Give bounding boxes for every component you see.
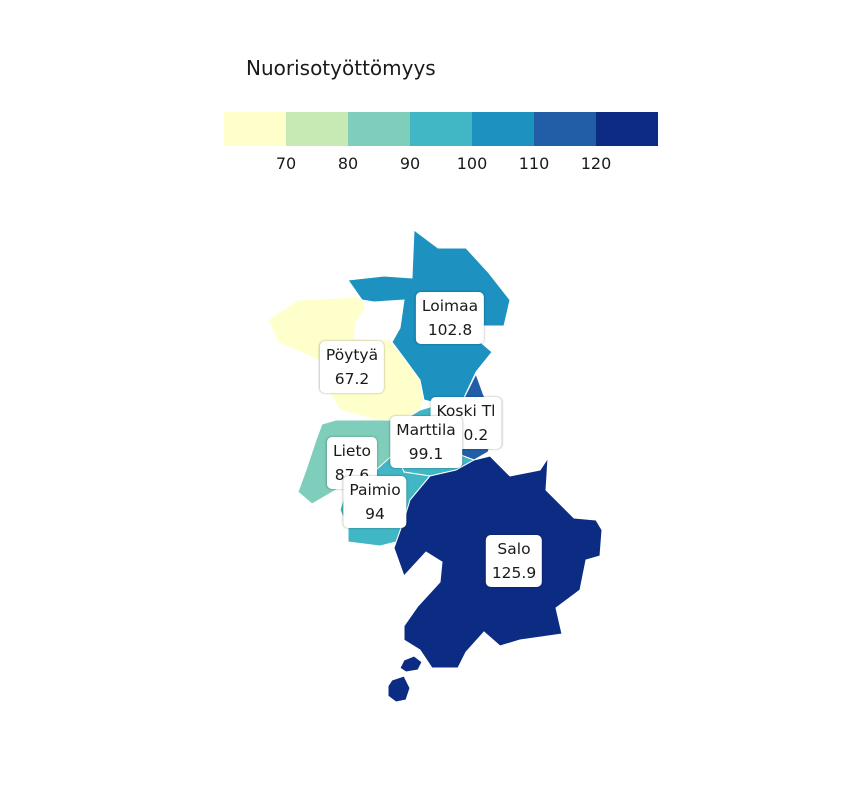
map-label-poytya[interactable]: Pöytyä 67.2 [319,341,385,393]
map-label-loimaa[interactable]: Loimaa 102.8 [415,292,485,344]
map-label-paimio[interactable]: Paimio 94 [343,476,407,528]
legend-swatch [534,112,596,146]
region-name: Salo [497,540,531,558]
legend-tick: 70 [275,154,297,173]
legend-swatch [596,112,658,146]
legend-title: Nuorisotyöttömyys [246,56,436,80]
legend-swatch [472,112,534,146]
region-name: Paimio [349,481,401,499]
map-label-marttila[interactable]: Marttila 99.1 [390,416,462,468]
region-name: Marttila [396,421,456,439]
legend-swatch [224,112,286,146]
region-name: Koski Tl [436,402,496,420]
map-label-salo[interactable]: Salo 125.9 [485,535,543,587]
region-salo-island-1[interactable] [399,655,423,673]
region-name: Loimaa [421,297,479,315]
legend-tick: 120 [580,154,612,173]
region-value: 99.1 [408,445,444,463]
legend-color-bar [224,112,658,146]
region-name: Pöytyä [325,346,379,364]
legend-swatch [286,112,348,146]
legend-tick: 90 [399,154,421,173]
legend-tick: 110 [518,154,550,173]
region-value: 67.2 [334,370,370,388]
region-salo-island-2[interactable] [387,675,411,703]
region-value: 94 [365,505,385,523]
legend-tick: 100 [456,154,488,173]
region-name: Lieto [332,442,372,460]
region-value: 102.8 [427,321,473,339]
legend-swatch [410,112,472,146]
legend-tick: 80 [337,154,359,173]
region-value: 125.9 [491,564,537,582]
legend-swatch [348,112,410,146]
